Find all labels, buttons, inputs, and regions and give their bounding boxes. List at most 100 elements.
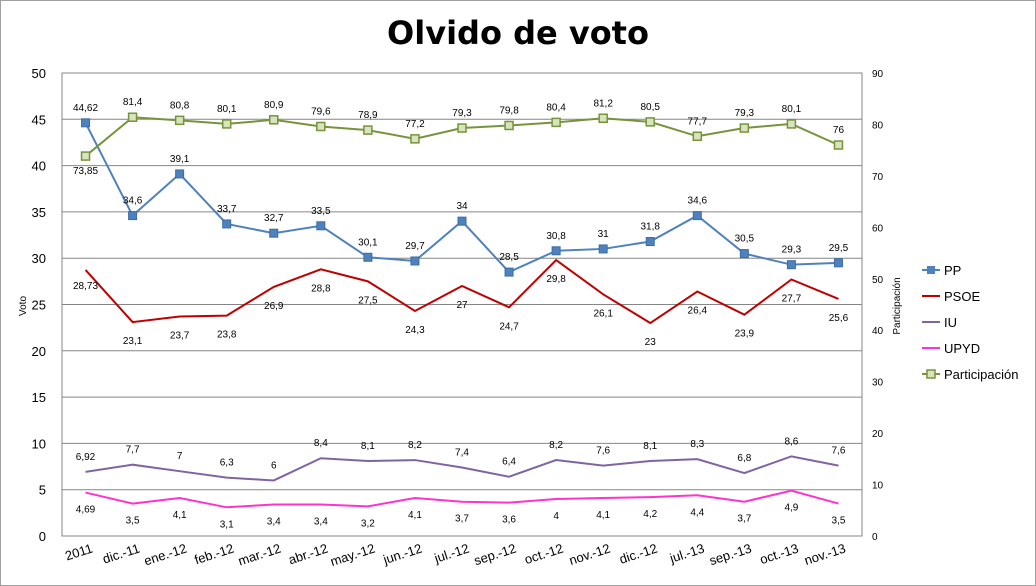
- legend-label-participación: Participación: [944, 367, 1018, 382]
- data-labels: 44,62 34,6 39,1 33,7 32,7 33,5 30,1 29,7 34 28,5 3…: [73, 97, 849, 530]
- data-label-iu: 8,4: [314, 438, 328, 449]
- point-participacion: [269, 115, 279, 125]
- data-label-participación: 79,3: [735, 108, 755, 119]
- y2-tick-label: 80: [872, 120, 884, 131]
- data-label-iu: 6,8: [737, 453, 751, 464]
- data-label-upyd: 4,2: [643, 509, 657, 520]
- point-pp: [81, 118, 91, 128]
- data-label-psoe: 28,8: [311, 283, 331, 294]
- data-label-iu: 8,1: [361, 441, 375, 452]
- data-label-iu: 6: [271, 460, 277, 471]
- x-tick-label: may.-12: [328, 541, 376, 569]
- data-label-pp: 44,62: [73, 103, 98, 114]
- y2-tick-label: 20: [872, 429, 884, 440]
- data-label-psoe: 26,4: [688, 306, 708, 317]
- data-label-pp: 31: [598, 229, 610, 240]
- data-label-participación: 80,1: [782, 104, 802, 115]
- legend: PP PSOE IU UPYD Participación: [922, 263, 1018, 382]
- point-participacion: [221, 119, 232, 129]
- point-pp: [363, 252, 373, 262]
- y2-tick-label: 50: [872, 275, 884, 286]
- data-label-iu: 8,1: [643, 441, 657, 452]
- data-label-upyd: 4,69: [76, 505, 96, 516]
- point-pp: [645, 237, 655, 247]
- point-pp: [504, 267, 514, 277]
- x-tick-label: dic.-12: [617, 541, 659, 567]
- gridlines: [61, 72, 863, 537]
- point-pp: [786, 260, 796, 270]
- y-tick-label: 20: [32, 344, 46, 359]
- x-tick-label: jun.-12: [380, 541, 423, 568]
- point-participacion: [80, 151, 91, 161]
- point-pp: [410, 256, 420, 266]
- data-label-upyd: 4,4: [690, 507, 704, 518]
- point-pp: [128, 211, 138, 221]
- x-tick-label: sep.-12: [472, 541, 518, 569]
- x-tick-label: jul.-13: [667, 541, 706, 567]
- data-label-iu: 8,2: [408, 440, 422, 451]
- chart-title: Olvido de voto: [387, 14, 649, 52]
- series-lines: [80, 112, 844, 509]
- data-label-iu: 6,4: [502, 457, 516, 468]
- data-label-iu: 6,92: [76, 452, 96, 463]
- x-tick-label: oct.-12: [523, 541, 565, 568]
- point-pp: [457, 216, 467, 226]
- data-label-participación: 79,3: [452, 108, 472, 119]
- data-label-upyd: 3,7: [737, 514, 751, 525]
- point-participacion: [504, 120, 514, 131]
- legend-label-upyd: UPYD: [944, 341, 980, 356]
- data-label-participación: 80,8: [170, 100, 190, 111]
- left-axis-ticks: 0 5 10 15 20 25 30 35 40 45 50: [32, 66, 46, 544]
- x-tick-label: 2011: [63, 541, 94, 564]
- x-tick-label: oct.-13: [758, 541, 800, 568]
- data-label-upyd: 4: [553, 511, 559, 522]
- legend-marker-pp: [927, 266, 935, 274]
- data-label-pp: 31,8: [641, 222, 661, 233]
- series-line-participación: [84, 116, 839, 157]
- data-label-psoe: 29,8: [546, 274, 566, 285]
- point-participacion: [692, 131, 703, 142]
- y-tick-label: 15: [32, 390, 46, 405]
- y-tick-label: 50: [32, 66, 46, 81]
- point-pp: [269, 228, 279, 238]
- y-tick-label: 30: [32, 251, 46, 266]
- x-tick-label: feb.-12: [192, 541, 235, 568]
- y2-tick-label: 90: [872, 69, 884, 80]
- data-label-iu: 7,6: [596, 446, 610, 457]
- point-pp: [598, 244, 608, 254]
- y-tick-label: 10: [32, 436, 46, 451]
- data-label-iu: 8,2: [549, 440, 563, 451]
- data-label-upyd: 3,1: [220, 519, 234, 530]
- plot-area-border: [61, 72, 863, 537]
- data-label-participación: 80,1: [217, 104, 237, 115]
- data-label-pp: 33,5: [311, 206, 331, 217]
- data-label-participación: 79,8: [499, 105, 519, 116]
- data-label-participación: 78,9: [358, 110, 378, 121]
- data-label-iu: 8,3: [690, 439, 704, 450]
- data-label-upyd: 4,1: [408, 510, 422, 521]
- point-participacion: [786, 119, 797, 129]
- data-label-participación: 81,4: [123, 97, 143, 108]
- series-line-upyd: [85, 489, 839, 509]
- x-tick-label: sep.-13: [707, 541, 753, 569]
- data-label-participación: 79,6: [311, 107, 331, 118]
- y-tick-label: 5: [39, 483, 46, 498]
- data-label-participación: 80,4: [546, 102, 566, 113]
- data-label-participación: 76: [833, 125, 845, 136]
- data-label-psoe: 23,9: [735, 329, 755, 340]
- data-label-iu: 7,4: [455, 447, 469, 458]
- data-label-participación: 73,85: [73, 166, 98, 177]
- data-label-upyd: 4,1: [596, 510, 610, 521]
- data-label-pp: 29,3: [782, 245, 802, 256]
- data-label-psoe: 27,7: [782, 293, 802, 304]
- x-tick-label: jul.-12: [432, 541, 471, 567]
- point-pp: [692, 211, 702, 221]
- point-participacion: [833, 140, 844, 150]
- data-label-pp: 30,5: [735, 234, 755, 245]
- data-label-iu: 7,7: [126, 445, 140, 456]
- data-label-pp: 33,7: [217, 204, 237, 215]
- data-label-pp: 34,6: [688, 196, 708, 207]
- y-tick-label: 35: [32, 205, 46, 220]
- data-label-pp: 34: [456, 201, 468, 212]
